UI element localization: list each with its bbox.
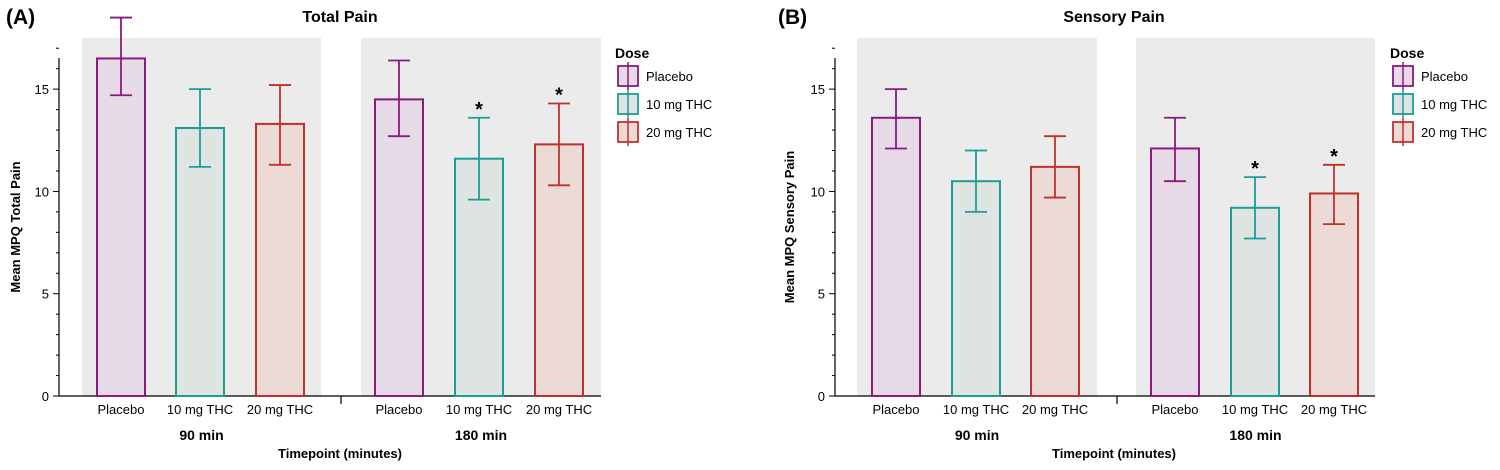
bar-a-1-0	[374, 98, 424, 397]
chart-title-b: Sensory Pain	[1063, 9, 1164, 26]
category-label-b-0-2: 20 mg THC	[1022, 402, 1088, 417]
bar-a-0-2	[255, 122, 305, 397]
plot-area-a: 0 5 10 15 Placebo 10 mg THC 20 mg THC 90 min Pla…	[35, 16, 601, 443]
plot-area-b: 0 5 10 15 Placebo 10 mg THC 20 mg THC 90 min Pla…	[811, 38, 1375, 443]
legend-label-a-1: 10 mg THC	[646, 97, 712, 112]
significance-marker-a-1-2: *	[555, 84, 563, 106]
significance-marker-b-1-1: *	[1251, 158, 1259, 180]
bar-b-0-0	[871, 116, 921, 397]
category-label-a-0-0: Placebo	[98, 402, 145, 417]
category-label-b-1-0: Placebo	[1152, 402, 1199, 417]
category-label-a-0-2: 20 mg THC	[247, 402, 313, 417]
category-label-a-1-2: 20 mg THC	[526, 402, 592, 417]
legend-label-a-2: 20 mg THC	[646, 125, 712, 140]
category-label-a-1-1: 10 mg THC	[446, 402, 512, 417]
category-label-a-0-1: 10 mg THC	[167, 402, 233, 417]
legend-label-b-2: 20 mg THC	[1421, 125, 1487, 140]
significance-marker-b-1-2: *	[1330, 146, 1338, 168]
bar-a-0-0	[96, 57, 146, 397]
panel-label-b: (B)	[778, 6, 807, 29]
legend-label-b-1: 10 mg THC	[1421, 97, 1487, 112]
y-tick-label-b: 10	[811, 184, 825, 199]
bar-b-0-2	[1030, 165, 1080, 397]
category-label-a-1-0: Placebo	[376, 402, 423, 417]
category-label-b-1-1: 10 mg THC	[1222, 402, 1288, 417]
bar-b-1-0	[1150, 147, 1200, 397]
category-label-b-0-1: 10 mg THC	[943, 402, 1009, 417]
panel-label-a: (A)	[6, 6, 35, 29]
category-label-b-1-2: 20 mg THC	[1301, 402, 1367, 417]
bar-b-0-1	[951, 180, 1001, 397]
group-label-b-1: 180 min	[1229, 427, 1281, 443]
y-tick-label-a: 0	[42, 389, 49, 404]
y-tick-label-a: 10	[35, 184, 49, 199]
legend-label-a-0: Placebo	[646, 69, 693, 84]
bar-a-0-1	[175, 127, 225, 398]
legend-label-b-0: Placebo	[1421, 69, 1468, 84]
legend-a: Dose Placebo 10 mg THC 20 mg THC	[615, 45, 712, 146]
group-label-b-0: 90 min	[955, 427, 999, 443]
x-axis-label-a: Timepoint (minutes)	[278, 446, 402, 461]
bar-a-1-2	[534, 143, 584, 397]
legend-title-b: Dose	[1390, 45, 1424, 61]
y-tick-label-a: 15	[35, 82, 49, 97]
legend-title-a: Dose	[615, 45, 649, 61]
y-tick-label-b: 5	[818, 287, 825, 302]
group-label-a-1: 180 min	[455, 427, 507, 443]
x-axis-label-b: Timepoint (minutes)	[1052, 446, 1176, 461]
significance-marker-a-1-1: *	[475, 99, 483, 121]
legend-b: Dose Placebo 10 mg THC 20 mg THC	[1390, 45, 1487, 146]
chart-title-a: Total Pain	[302, 9, 377, 26]
y-axis-label-a: Mean MPQ Total Pain	[8, 161, 23, 292]
category-label-b-0-0: Placebo	[873, 402, 920, 417]
y-axis-label-b: Mean MPQ Sensory Pain	[782, 151, 797, 303]
y-tick-label-b: 0	[818, 389, 825, 404]
y-tick-label-b: 15	[811, 82, 825, 97]
group-label-a-0: 90 min	[179, 427, 223, 443]
y-tick-label-a: 5	[42, 287, 49, 302]
